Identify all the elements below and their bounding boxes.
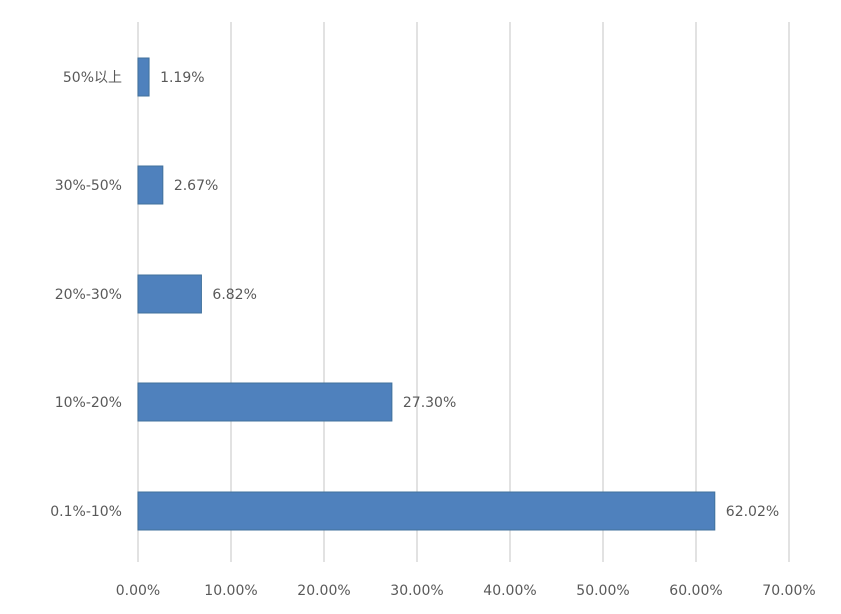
x-tick-label: 10.00%	[204, 583, 257, 599]
bar	[137, 274, 202, 314]
category-label: 30%-50%	[55, 178, 122, 194]
data-label: 1.19%	[160, 70, 204, 86]
category-label: 50%以上	[63, 70, 122, 86]
data-label: 62.02%	[726, 504, 779, 520]
bar	[137, 57, 150, 97]
data-label: 2.67%	[174, 178, 218, 194]
bar	[137, 491, 716, 531]
bar	[137, 382, 393, 422]
x-tick-label: 40.00%	[483, 583, 536, 599]
x-tick-label: 50.00%	[576, 583, 629, 599]
category-label: 10%-20%	[55, 395, 122, 411]
x-tick-label: 60.00%	[669, 583, 722, 599]
x-tick-label: 0.00%	[116, 583, 160, 599]
category-label: 20%-30%	[55, 287, 122, 303]
x-tick-label: 70.00%	[762, 583, 815, 599]
x-tick-label: 20.00%	[297, 583, 350, 599]
data-label: 6.82%	[212, 287, 256, 303]
bar	[137, 165, 164, 205]
data-label: 27.30%	[403, 395, 456, 411]
x-tick-label: 30.00%	[390, 583, 443, 599]
category-label: 0.1%-10%	[50, 504, 122, 520]
